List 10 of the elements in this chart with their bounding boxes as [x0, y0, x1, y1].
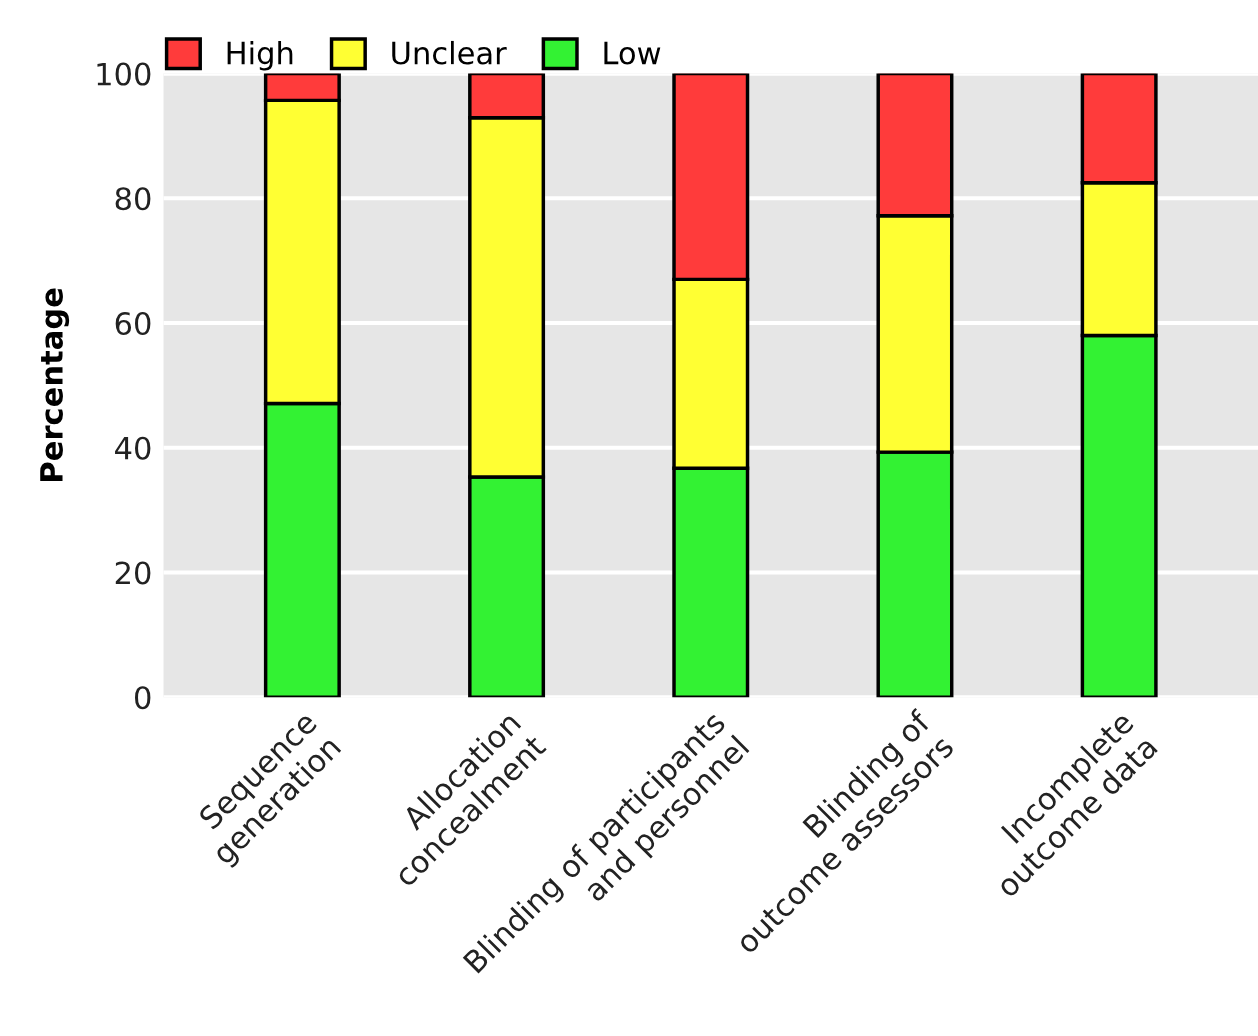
- y-tick-label: 0: [135, 686, 151, 710]
- legend-label: Unclear: [392, 40, 507, 65]
- y-tick-label: 80: [115, 187, 151, 211]
- legend-label: Low: [604, 41, 661, 65]
- y-tick-label: 40: [115, 436, 151, 460]
- legend-label: High: [227, 40, 293, 71]
- y-tick-label: 20: [115, 561, 151, 585]
- y-tick-label: 100: [97, 62, 151, 86]
- y-axis-title: Percentage: [40, 288, 70, 481]
- y-tick-label: 60: [115, 311, 151, 336]
